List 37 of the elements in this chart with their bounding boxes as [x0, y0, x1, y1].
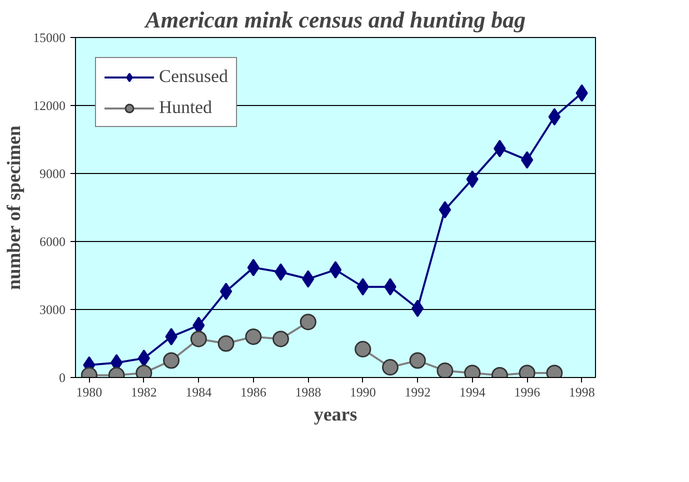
x-axis-title: years — [314, 404, 358, 426]
point — [272, 330, 290, 348]
y-tick-label: 9000 — [40, 166, 66, 181]
point — [354, 340, 372, 358]
x-tick-label: 1980 — [76, 384, 102, 400]
point — [300, 314, 316, 330]
legend-label: Censused — [159, 66, 228, 87]
point — [220, 282, 232, 300]
point — [245, 328, 262, 345]
x-tick-label: 1988 — [295, 384, 322, 400]
y-tick-label: 12000 — [33, 98, 66, 113]
y-tick-label: 15000 — [33, 30, 66, 45]
point — [436, 362, 454, 378]
x-tick-label: 1996 — [514, 384, 541, 400]
chart-title: American mink census and hunting bag — [143, 8, 526, 32]
point — [138, 349, 150, 367]
x-tick-label: 1998 — [568, 384, 595, 400]
point — [409, 352, 426, 369]
point — [218, 335, 234, 352]
x-tick-label: 1984 — [186, 384, 212, 400]
y-tick-label: 3000 — [40, 302, 66, 317]
x-tick-label: 1986 — [240, 384, 267, 400]
x-tick-label: 1990 — [350, 384, 376, 400]
point — [329, 261, 342, 279]
point — [163, 352, 180, 369]
point — [438, 201, 452, 219]
x-tick-label: 1982 — [130, 384, 157, 400]
y-tick-label: 0 — [59, 370, 66, 385]
x-tick-label: 1994 — [459, 384, 486, 400]
point — [190, 330, 207, 348]
y-axis-title: number of specimen — [4, 125, 25, 290]
point — [382, 359, 398, 376]
point — [548, 108, 561, 126]
x-tick-label: 1992 — [404, 384, 431, 400]
point — [520, 151, 534, 169]
y-tick-label: 6000 — [40, 234, 66, 249]
legend-label: Hunted — [159, 97, 212, 118]
